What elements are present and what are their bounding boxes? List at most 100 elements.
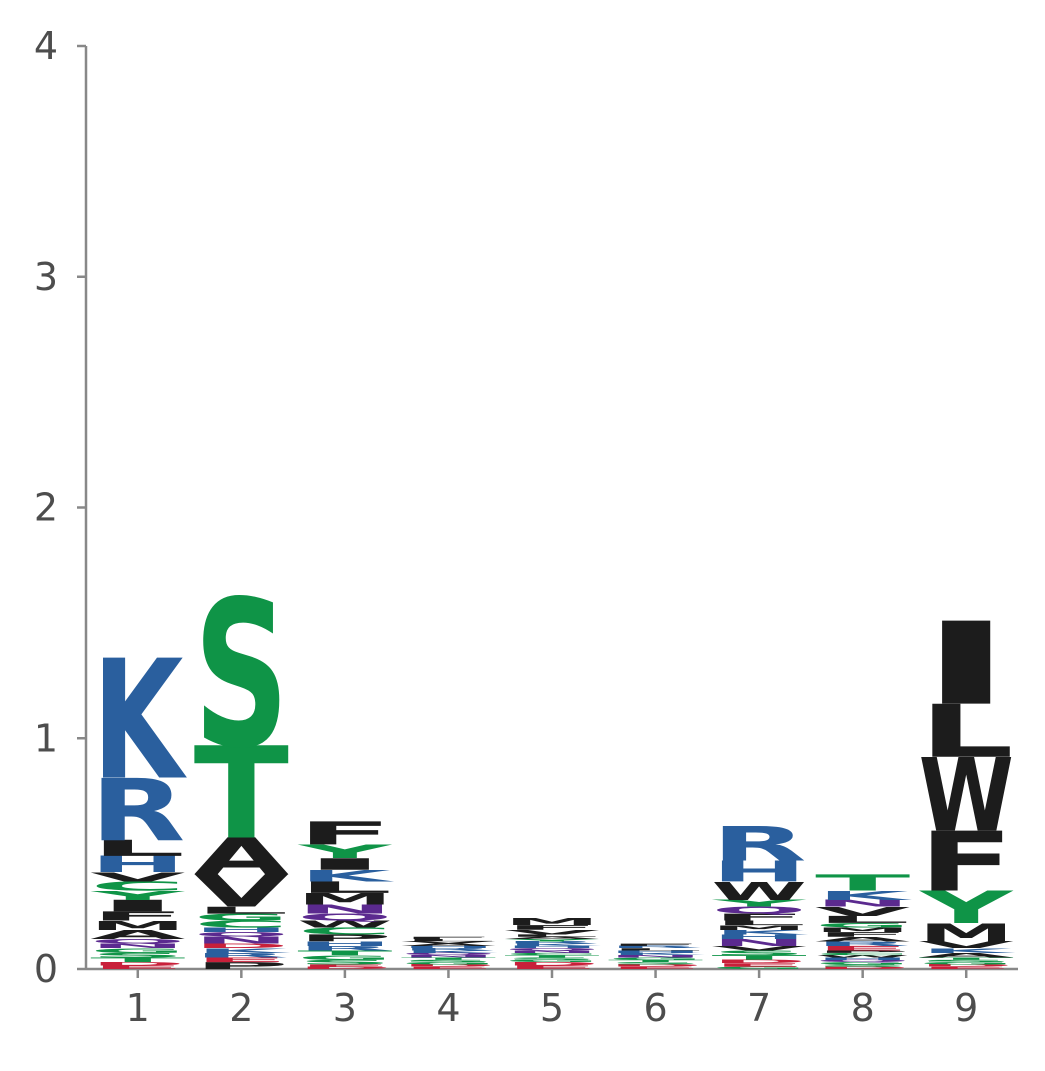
x-tick-label: 3 xyxy=(333,986,357,1030)
logo-letter-Q: Q xyxy=(401,952,496,956)
logo-letter-S: S xyxy=(504,957,599,961)
logo-letter-E: E xyxy=(608,966,703,970)
logo-letter-F: F xyxy=(919,814,1014,909)
logo-letter-L: L xyxy=(608,948,703,952)
logo-letter-A: A xyxy=(815,935,910,942)
logo-letter-L: L xyxy=(297,878,392,896)
logo-letter-D: D xyxy=(815,966,910,970)
logo-letter-G: G xyxy=(194,912,289,923)
logo-stacks: EDTSGNQAMFIYCVHLRKPERKDNQHCGLVATSDESGTRH… xyxy=(90,558,1017,971)
logo-letter-G: G xyxy=(608,957,703,961)
logo-letter-M: M xyxy=(297,890,392,908)
logo-letter-I: I xyxy=(297,855,392,873)
y-tick-label: 3 xyxy=(34,255,58,299)
logo-letter-V: V xyxy=(504,929,599,936)
logo-letter-Y: Y xyxy=(90,888,186,903)
logo-letter-H: H xyxy=(194,926,289,933)
logo-letter-F: F xyxy=(711,912,806,923)
logo-letter-C: C xyxy=(194,919,289,930)
logo-letter-G: G xyxy=(401,961,496,965)
logo-letter-R: R xyxy=(90,761,185,861)
logo-letter-E: E xyxy=(919,966,1014,970)
logo-letter-E: E xyxy=(401,966,496,970)
logo-letter-D: D xyxy=(504,961,599,966)
x-tick-label: 7 xyxy=(747,986,771,1030)
y-tick-label: 1 xyxy=(34,716,58,760)
logo-letter-F: F xyxy=(297,815,392,852)
logo-letter-G: G xyxy=(711,966,806,970)
logo-letter-E: E xyxy=(194,956,289,963)
logo-letter-D: D xyxy=(711,959,806,964)
logo-letter-M: M xyxy=(815,926,910,933)
logo-letter-A: A xyxy=(90,927,186,942)
logo-letter-R: R xyxy=(401,948,496,952)
logo-letter-A: A xyxy=(401,943,496,947)
logo-letter-A: A xyxy=(919,952,1014,959)
logo-letter-T: T xyxy=(90,956,185,963)
logo-letter-K: K xyxy=(817,888,913,903)
logo-letter-H: H xyxy=(401,945,496,949)
logo-letter-L: L xyxy=(504,934,599,938)
logo-letter-Q: Q xyxy=(90,938,185,945)
logo-letter-Y: Y xyxy=(919,882,1014,933)
x-tick-label: 1 xyxy=(126,986,150,1030)
logo-letter-D: D xyxy=(194,942,289,949)
x-tick-label: 9 xyxy=(954,986,978,1030)
y-axis: 0 1 2 3 4 xyxy=(34,24,88,991)
logo-letter-G: G xyxy=(504,959,599,963)
logo-letter-G: G xyxy=(90,947,185,954)
logo-letter-N: N xyxy=(297,902,392,917)
logo-letter-Q: Q xyxy=(297,912,392,923)
logo-letter-T: T xyxy=(608,959,703,963)
logo-letter-D: D xyxy=(90,961,185,966)
logo-letter-N: N xyxy=(608,955,703,959)
logo-letter-C: C xyxy=(815,952,910,956)
logo-letter-F: F xyxy=(504,924,599,931)
logo-letter-H: H xyxy=(504,945,599,949)
logo-letter-H: H xyxy=(608,950,703,954)
logo-letter-H: H xyxy=(297,940,392,947)
logo-letter-V: V xyxy=(919,939,1015,950)
logo-letter-Y: Y xyxy=(712,898,808,909)
logo-letter-V: V xyxy=(401,941,496,945)
logo-letter-T: T xyxy=(194,721,289,868)
logo-letter-R: R xyxy=(504,941,599,945)
logo-letter-R: R xyxy=(711,817,806,872)
y-tick-label: 4 xyxy=(34,24,58,68)
logo-letter-S: S xyxy=(297,959,392,966)
y-tick-label: 0 xyxy=(34,947,58,991)
logo-letter-E: E xyxy=(815,945,910,952)
logo-letter-K: K xyxy=(921,947,1017,954)
logo-letter-R: R xyxy=(815,940,910,947)
logo-letter-N: N xyxy=(815,898,910,909)
logo-letter-L: L xyxy=(194,905,289,916)
logo-letter-D: D xyxy=(919,964,1014,968)
logo-letter-E: E xyxy=(90,965,185,971)
logo-letter-T: T xyxy=(401,957,496,961)
logo-letter-N: N xyxy=(194,935,289,946)
logo-letter-Q: Q xyxy=(711,905,806,916)
logo-letter-S: S xyxy=(401,959,496,963)
logo-letter-H: H xyxy=(815,957,910,961)
logo-letter-H: H xyxy=(711,933,806,940)
logo-letter-C: C xyxy=(90,879,185,894)
logo-letter-Q: Q xyxy=(194,931,289,938)
x-tick-label: 6 xyxy=(643,986,667,1030)
logo-letter-T: T xyxy=(815,870,910,896)
logo-letter-V: V xyxy=(90,870,186,885)
logo-letter-L: L xyxy=(919,689,1014,774)
logo-letter-N: N xyxy=(504,950,599,954)
logo-letter-T: T xyxy=(919,957,1014,961)
logo-letter-R: R xyxy=(608,945,703,949)
logo-letter-P: P xyxy=(194,960,289,971)
logo-letter-Y: Y xyxy=(505,938,600,942)
logo-letter-C: C xyxy=(297,926,392,937)
x-tick-label: 8 xyxy=(851,986,875,1030)
logo-letter-P: P xyxy=(815,950,910,954)
